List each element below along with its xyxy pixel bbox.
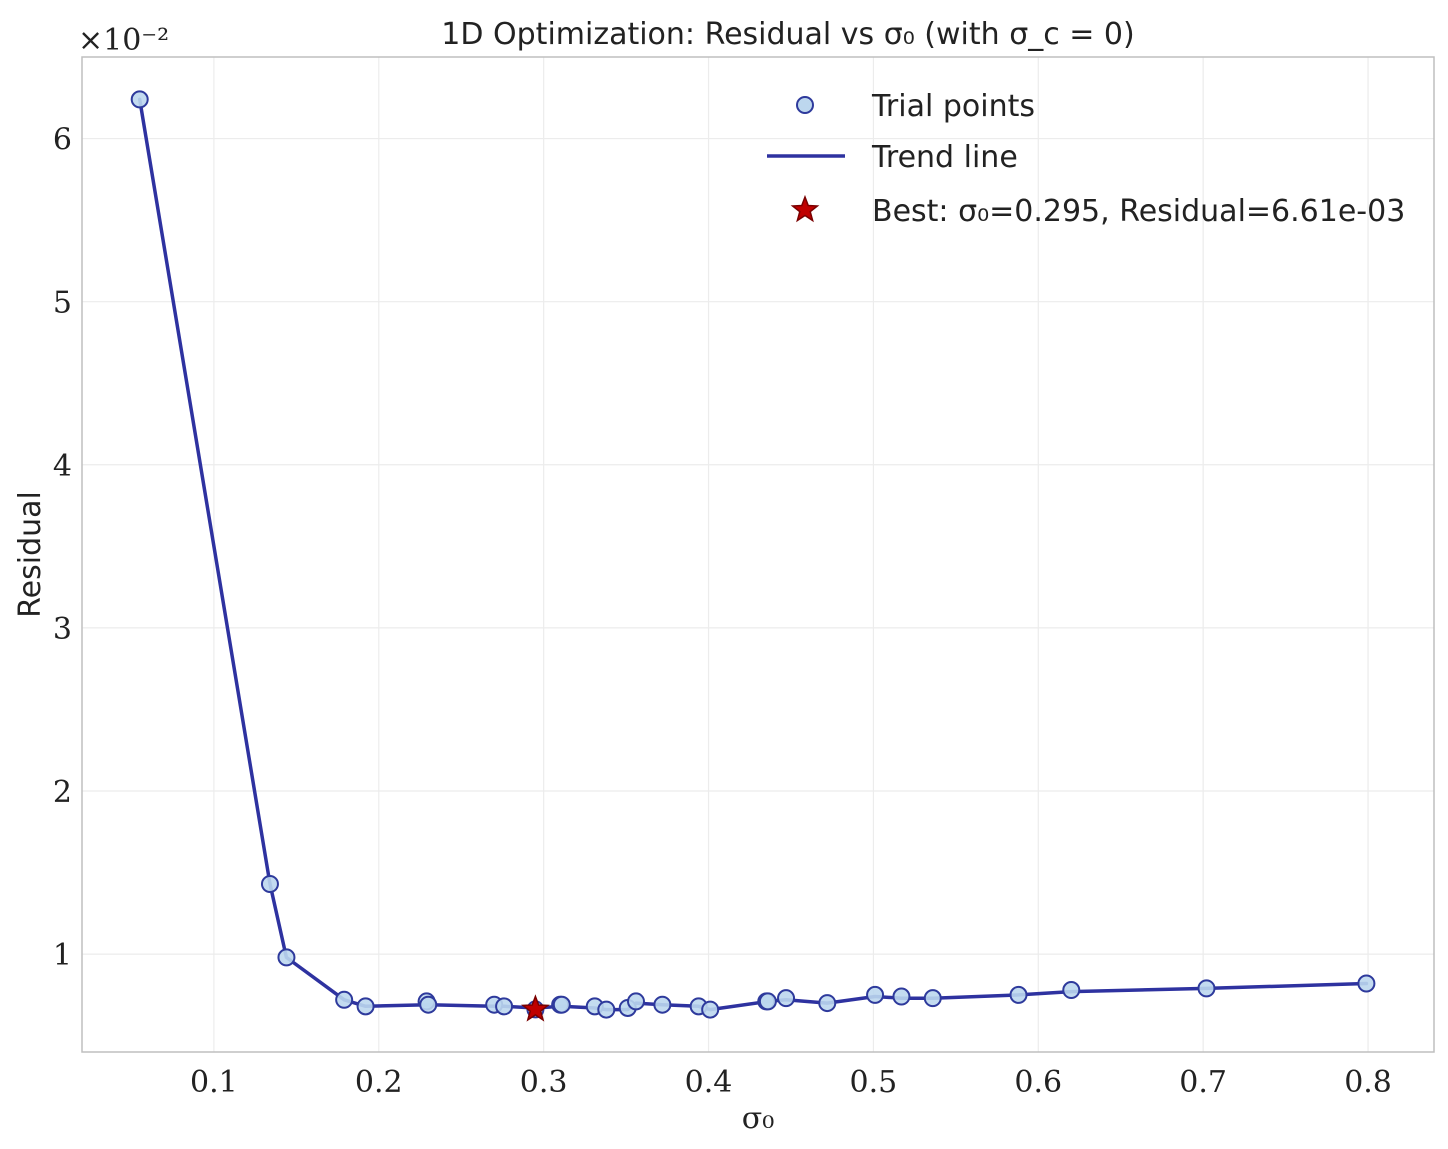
trial-point bbox=[777, 989, 796, 1008]
trial-point bbox=[758, 992, 777, 1011]
trial-point bbox=[653, 995, 672, 1014]
x-axis-ticks: 0.1 0.2 0.3 0.4 0.5 0.6 0.7 0.8 bbox=[190, 1065, 1392, 1100]
series-layer bbox=[130, 90, 1376, 1022]
y-tick-label: 2 bbox=[53, 775, 72, 810]
y-axis-ticks: 1 2 3 4 5 6 bbox=[53, 123, 72, 974]
trial-point bbox=[626, 992, 645, 1011]
legend-best-label: Best: σ₀=0.295, Residual=6.61e-03 bbox=[872, 194, 1405, 229]
y-axis-label: Residual bbox=[13, 491, 48, 618]
trial-point bbox=[1197, 979, 1216, 998]
trial-point bbox=[923, 989, 942, 1008]
trial-point bbox=[701, 1000, 720, 1019]
trial-point bbox=[866, 985, 885, 1004]
x-axis-label: σ₀ bbox=[742, 1101, 775, 1136]
grid bbox=[82, 57, 1434, 1052]
x-tick-label: 0.5 bbox=[850, 1065, 898, 1100]
legend-best-marker bbox=[790, 194, 820, 223]
trial-point bbox=[597, 1000, 616, 1019]
x-tick-label: 0.3 bbox=[520, 1065, 568, 1100]
x-tick-label: 0.1 bbox=[190, 1065, 238, 1100]
y-tick-label: 6 bbox=[53, 123, 72, 158]
trial-point bbox=[1009, 985, 1028, 1004]
y-axis-scale-note: ×10⁻² bbox=[78, 23, 169, 58]
legend-trend-line-label: Trend line bbox=[871, 140, 1018, 175]
trial-point bbox=[818, 994, 837, 1013]
x-tick-label: 0.6 bbox=[1014, 1065, 1062, 1100]
y-tick-label: 4 bbox=[53, 449, 72, 484]
legend-trial-points-marker bbox=[796, 96, 814, 114]
trial-point bbox=[260, 874, 279, 893]
trial-point bbox=[419, 995, 438, 1014]
y-tick-label: 1 bbox=[53, 938, 72, 973]
best-point-star bbox=[521, 994, 550, 1022]
plot-frame bbox=[81, 56, 1435, 1053]
x-tick-label: 0.2 bbox=[355, 1065, 403, 1100]
trial-point bbox=[1062, 981, 1081, 1000]
trial-point bbox=[130, 90, 149, 109]
legend-trial-points-label: Trial points bbox=[871, 89, 1035, 124]
x-tick-label: 0.7 bbox=[1179, 1065, 1227, 1100]
trial-point bbox=[892, 987, 911, 1006]
trial-point bbox=[552, 995, 571, 1014]
trial-point bbox=[1357, 974, 1376, 993]
x-tick-label: 0.4 bbox=[685, 1065, 733, 1100]
chart-title: 1D Optimization: Residual vs σ₀ (with σ_… bbox=[441, 17, 1134, 52]
y-tick-label: 5 bbox=[53, 286, 72, 321]
x-tick-label: 0.8 bbox=[1344, 1065, 1392, 1100]
y-tick-label: 3 bbox=[53, 612, 72, 647]
trial-point bbox=[495, 997, 514, 1016]
trial-point bbox=[277, 948, 296, 967]
legend: Trial points Trend line Best: σ₀=0.295, Re… bbox=[767, 89, 1405, 229]
trial-point bbox=[335, 990, 354, 1009]
trial-point bbox=[356, 997, 375, 1016]
